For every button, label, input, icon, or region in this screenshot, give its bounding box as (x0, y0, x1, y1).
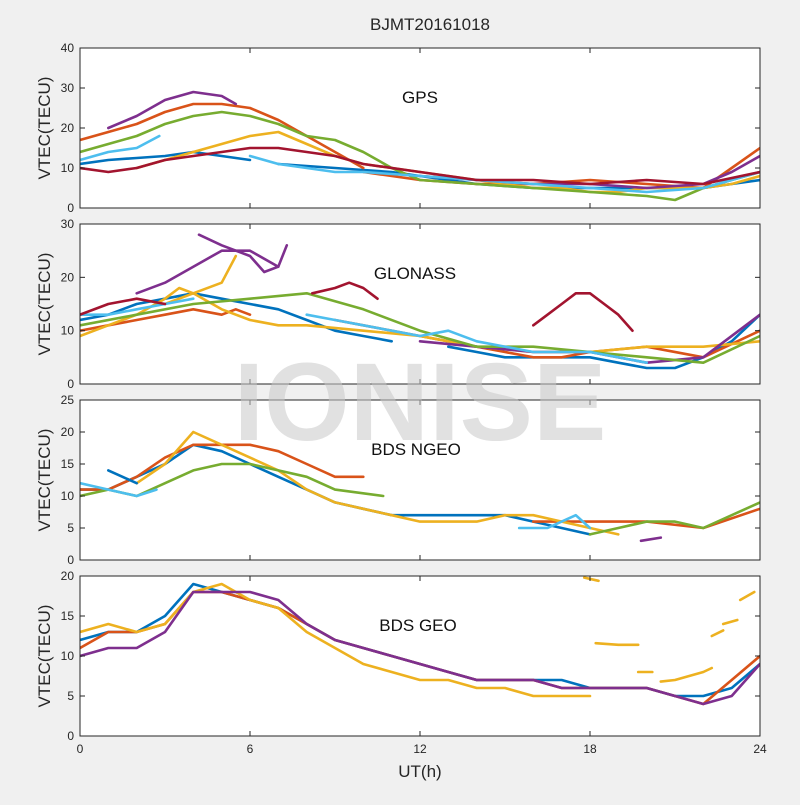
y-tick-label: 30 (61, 217, 75, 231)
x-axis-label: UT(h) (398, 762, 441, 781)
series-line-3 (80, 582, 592, 698)
series-line-5 (639, 536, 663, 543)
y-tick-label: 20 (61, 270, 75, 284)
x-tick-label: 0 (77, 742, 84, 756)
y-axis-label: VTEC(TECU) (35, 429, 54, 532)
y-tick-label: 40 (61, 41, 75, 55)
panel-label: BDS NGEO (371, 440, 461, 459)
y-tick-label: 20 (61, 425, 75, 439)
watermark-text: IONISE (234, 341, 607, 464)
series-line-13 (80, 297, 167, 317)
y-tick-label: 5 (67, 521, 74, 535)
series-line-11 (80, 146, 760, 186)
series-line-11 (80, 297, 195, 317)
y-tick-label: 20 (61, 569, 75, 583)
y-axis-label: VTEC(TECU) (35, 253, 54, 356)
series-line-7 (588, 501, 760, 536)
y-tick-label: 15 (61, 609, 75, 623)
series-line-15 (531, 291, 634, 333)
y-tick-label: 0 (67, 201, 74, 215)
y-tick-label: 15 (61, 457, 75, 471)
series-line-1 (80, 291, 394, 343)
figure-title: BJMT20161018 (370, 15, 490, 34)
plot-area (80, 48, 760, 208)
y-tick-label: 0 (67, 377, 74, 391)
plot-area (80, 400, 760, 560)
series-line-8 (80, 110, 760, 202)
series-line-8 (197, 233, 289, 274)
series-line-5 (80, 254, 238, 338)
panel-label: GLONASS (374, 264, 456, 283)
plot-area (80, 576, 760, 736)
series-line-7 (135, 249, 280, 295)
y-tick-label: 0 (67, 553, 74, 567)
panel-gps: 0 10 20 30 40 VTEC(TECU) GPS (35, 41, 761, 215)
y-axis-label: VTEC(TECU) (35, 605, 54, 708)
series-line-11 (80, 590, 760, 706)
y-tick-label: 0 (67, 729, 74, 743)
series-line-10 (248, 154, 760, 194)
series-line-9 (721, 618, 739, 626)
x-tick-label: 6 (247, 742, 254, 756)
y-tick-label: 25 (61, 393, 75, 407)
y-tick-label: 10 (61, 649, 75, 663)
y-tick-label: 10 (61, 324, 75, 338)
series-line-10 (738, 590, 756, 602)
series-line-10 (107, 469, 138, 485)
series-group (80, 90, 760, 202)
series-line-8 (80, 481, 158, 498)
y-axis-label: VTEC(TECU) (35, 77, 54, 180)
series-line-8 (710, 629, 725, 638)
series-line-3 (80, 102, 365, 170)
x-tick-label: 24 (753, 742, 767, 756)
series-line-4 (582, 576, 600, 583)
series-line-10 (80, 291, 760, 365)
series-line-9 (80, 134, 161, 162)
series-line-7 (659, 666, 714, 683)
y-tick-label: 10 (61, 489, 75, 503)
series-line-6 (163, 291, 760, 354)
x-tick-label: 18 (583, 742, 597, 756)
series-line-5 (594, 641, 640, 647)
panel-label: BDS GEO (379, 616, 456, 635)
y-tick-label: 20 (61, 121, 75, 135)
x-tick-label: 12 (413, 742, 427, 756)
panel-glonass: 0 10 20 30 VTEC(TECU) GLONASS (35, 217, 761, 391)
series-line-1 (80, 150, 252, 166)
panel-bds-ngeo: 0 5 10 15 20 25 VTEC(TECU) BDS NGEO (35, 393, 761, 567)
series-group (80, 430, 760, 543)
series-line-4 (135, 430, 620, 536)
series-group (80, 576, 760, 706)
series-line-12 (305, 313, 649, 365)
series-line-14 (310, 281, 379, 301)
panel-bds-geo: 0 5 10 15 20 VTEC(TECU) BDS GEO (35, 569, 761, 743)
series-group (80, 233, 760, 370)
y-tick-label: 5 (67, 689, 74, 703)
series-line-6 (107, 90, 238, 130)
y-tick-label: 30 (61, 81, 75, 95)
series-line-9 (517, 513, 592, 530)
panel-label: GPS (402, 88, 438, 107)
y-tick-label: 10 (61, 161, 75, 175)
